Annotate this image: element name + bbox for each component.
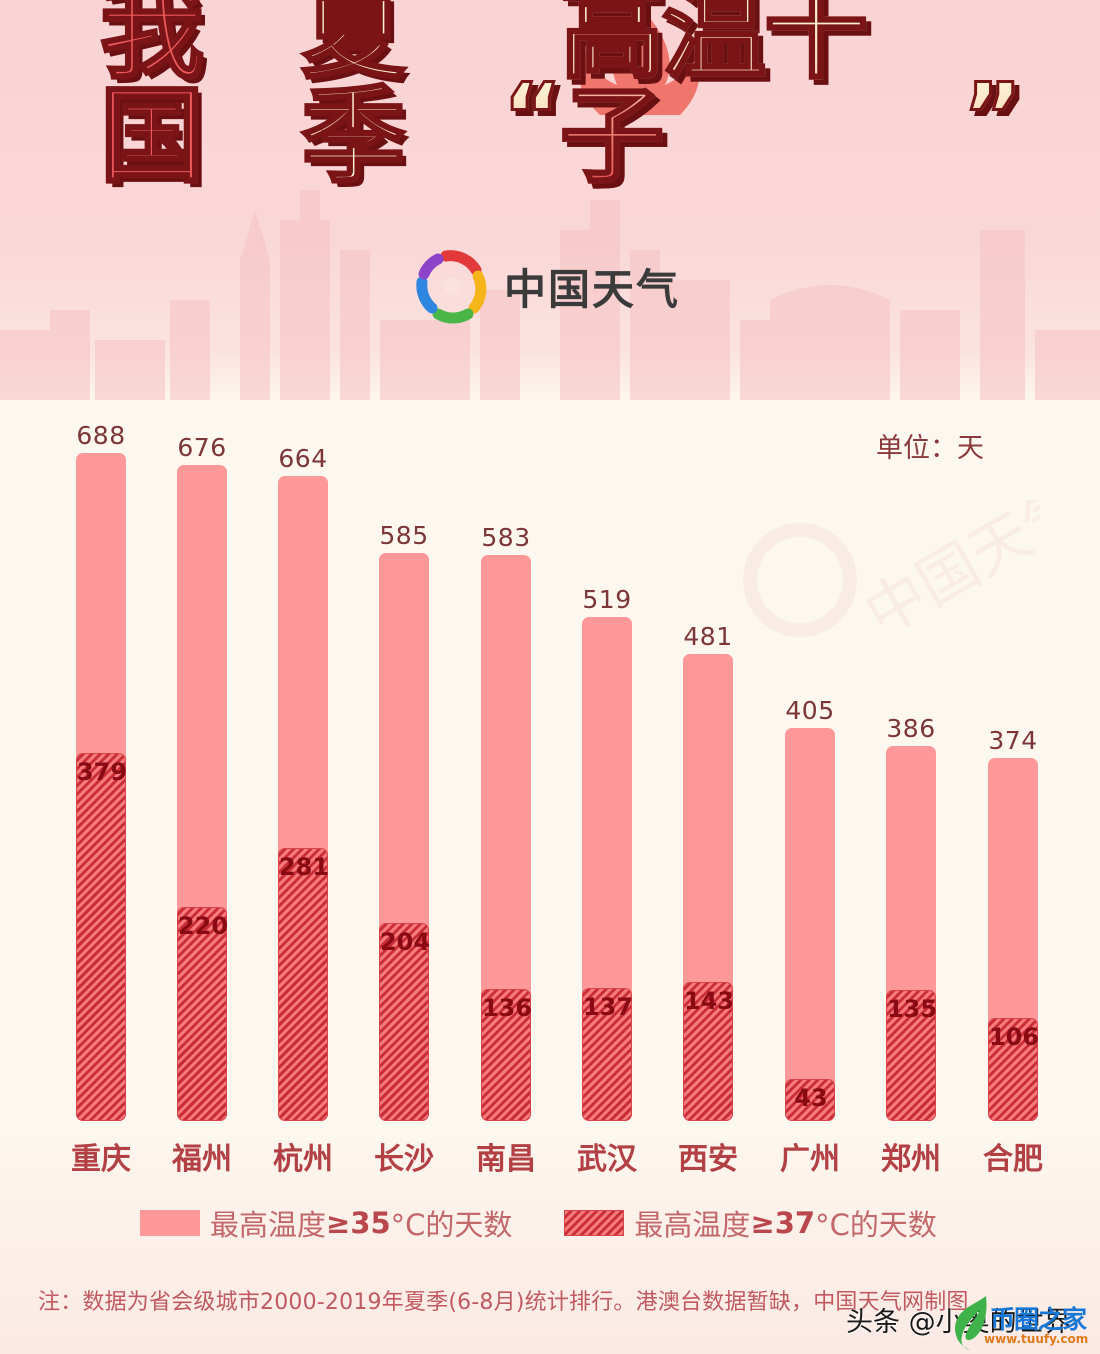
chart-legend: 最高温度 ≥35 °C的天数 最高温度 ≥37 °C的天数 <box>140 1202 989 1244</box>
bar-hot: 135 <box>886 990 937 1121</box>
bar-hot: 204 <box>379 923 430 1121</box>
legend-label-35-threshold: ≥35 <box>326 1206 391 1240</box>
bar-column-wuhan: 519 137 <box>582 400 633 1121</box>
value-hot: 281 <box>278 853 330 881</box>
site-url: www.tuufy.com <box>984 1332 1089 1346</box>
title-part-3: 高温十子 <box>559 0 963 190</box>
bar-column-fuzhou: 676 220 <box>177 400 228 1121</box>
value-total: 688 <box>76 421 126 450</box>
leaf-logo-icon <box>955 1296 987 1350</box>
flame-icon <box>579 7 700 115</box>
city-label-hangzhou: 杭州 <box>273 1142 333 1177</box>
value-total: 664 <box>278 444 328 473</box>
value-total: 583 <box>481 523 531 552</box>
bar-column-hangzhou: 664 281 <box>278 400 329 1121</box>
value-hot: 137 <box>582 993 634 1021</box>
site-name: 币圈之家 <box>990 1305 1087 1334</box>
legend-label-37-suffix: °C的天数 <box>815 1208 937 1242</box>
bar-column-hefei: 374 106 <box>988 400 1039 1121</box>
brand-name: 中国天气 <box>504 264 681 314</box>
header-banner: 我国 夏季 “ 高温十子 ” 中国天气 <box>0 0 1100 400</box>
city-label-guangzhou: 广州 <box>780 1142 840 1177</box>
value-hot: 220 <box>177 912 229 940</box>
title-open-quote: “ <box>501 64 563 169</box>
city-label-nanchang: 南昌 <box>476 1142 536 1177</box>
value-total: 676 <box>177 433 227 462</box>
value-total: 374 <box>988 726 1038 755</box>
bar-column-nanchang: 583 136 <box>481 400 532 1121</box>
city-skyline-illustration <box>0 190 1100 400</box>
bar-hot: 220 <box>177 907 228 1121</box>
value-hot: 106 <box>988 1023 1040 1051</box>
title-close-quote: ” <box>961 64 1023 169</box>
legend-item-37: 最高温度 ≥37 °C的天数 <box>564 1202 937 1244</box>
value-hot: 143 <box>683 987 735 1015</box>
city-label-xian: 西安 <box>678 1142 738 1177</box>
city-label-changsha: 长沙 <box>374 1142 434 1177</box>
value-hot: 43 <box>794 1084 828 1112</box>
china-weather-swirl-logo-icon <box>416 250 487 324</box>
value-hot: 379 <box>76 758 128 786</box>
value-hot: 204 <box>379 928 431 956</box>
value-total: 405 <box>785 696 835 725</box>
footnote: 注：数据为省会级城市2000-2019年夏季(6-8月)统计排行。港澳台数据暂缺… <box>38 1290 969 1315</box>
bar-column-zhengzhou: 386 135 <box>886 400 937 1121</box>
bar-hot: 281 <box>278 848 329 1121</box>
city-label-zhengzhou: 郑州 <box>881 1142 941 1177</box>
legend-swatch-hatched <box>564 1210 625 1236</box>
legend-item-35: 最高温度 ≥35 °C的天数 <box>140 1202 512 1244</box>
bar-total <box>785 728 835 1121</box>
city-label-hefei: 合肥 <box>983 1142 1043 1177</box>
bar-column-guangzhou: 405 43 <box>785 400 835 1121</box>
legend-label-35-suffix: °C的天数 <box>390 1208 513 1242</box>
legend-label-37-threshold: ≥37 <box>750 1206 816 1240</box>
brand: 中国天气 <box>412 246 680 326</box>
legend-label-37-prefix: 最高温度 <box>634 1208 751 1242</box>
bar-hot: 106 <box>988 1018 1039 1121</box>
site-watermark: 币圈之家 www.tuufy.com <box>948 1294 1098 1352</box>
city-label-wuhan: 武汉 <box>577 1142 637 1177</box>
value-total: 519 <box>582 585 632 614</box>
title-part-2: 夏季 <box>300 0 407 197</box>
bar-hot: 137 <box>582 988 633 1121</box>
bar-hot: 43 <box>785 1079 835 1121</box>
background-watermark-logo: 中国天气 <box>743 500 1040 650</box>
legend-swatch-solid <box>140 1210 200 1236</box>
value-total: 585 <box>379 521 429 550</box>
city-label-chongqing: 重庆 <box>71 1142 131 1177</box>
bar-column-chongqing: 688 379 <box>76 400 127 1121</box>
legend-label-35-prefix: 最高温度 <box>210 1208 327 1242</box>
footer-band <box>0 1140 1100 1354</box>
bar-column-xian: 481 143 <box>683 400 734 1121</box>
title-part-1: 我国 <box>98 0 205 197</box>
bar-hot: 379 <box>76 753 127 1121</box>
bar-column-changsha: 585 204 <box>379 400 430 1121</box>
value-hot: 136 <box>481 994 533 1022</box>
bar-hot: 143 <box>683 982 734 1121</box>
city-label-fuzhou: 福州 <box>172 1142 232 1177</box>
value-hot: 135 <box>886 995 938 1023</box>
unit-label: 单位：天 <box>876 433 984 464</box>
value-total: 386 <box>886 714 936 743</box>
page-title: 我国 夏季 “ 高温十子 ” <box>98 0 1023 190</box>
value-total: 481 <box>683 622 733 651</box>
bar-hot: 136 <box>481 989 532 1121</box>
